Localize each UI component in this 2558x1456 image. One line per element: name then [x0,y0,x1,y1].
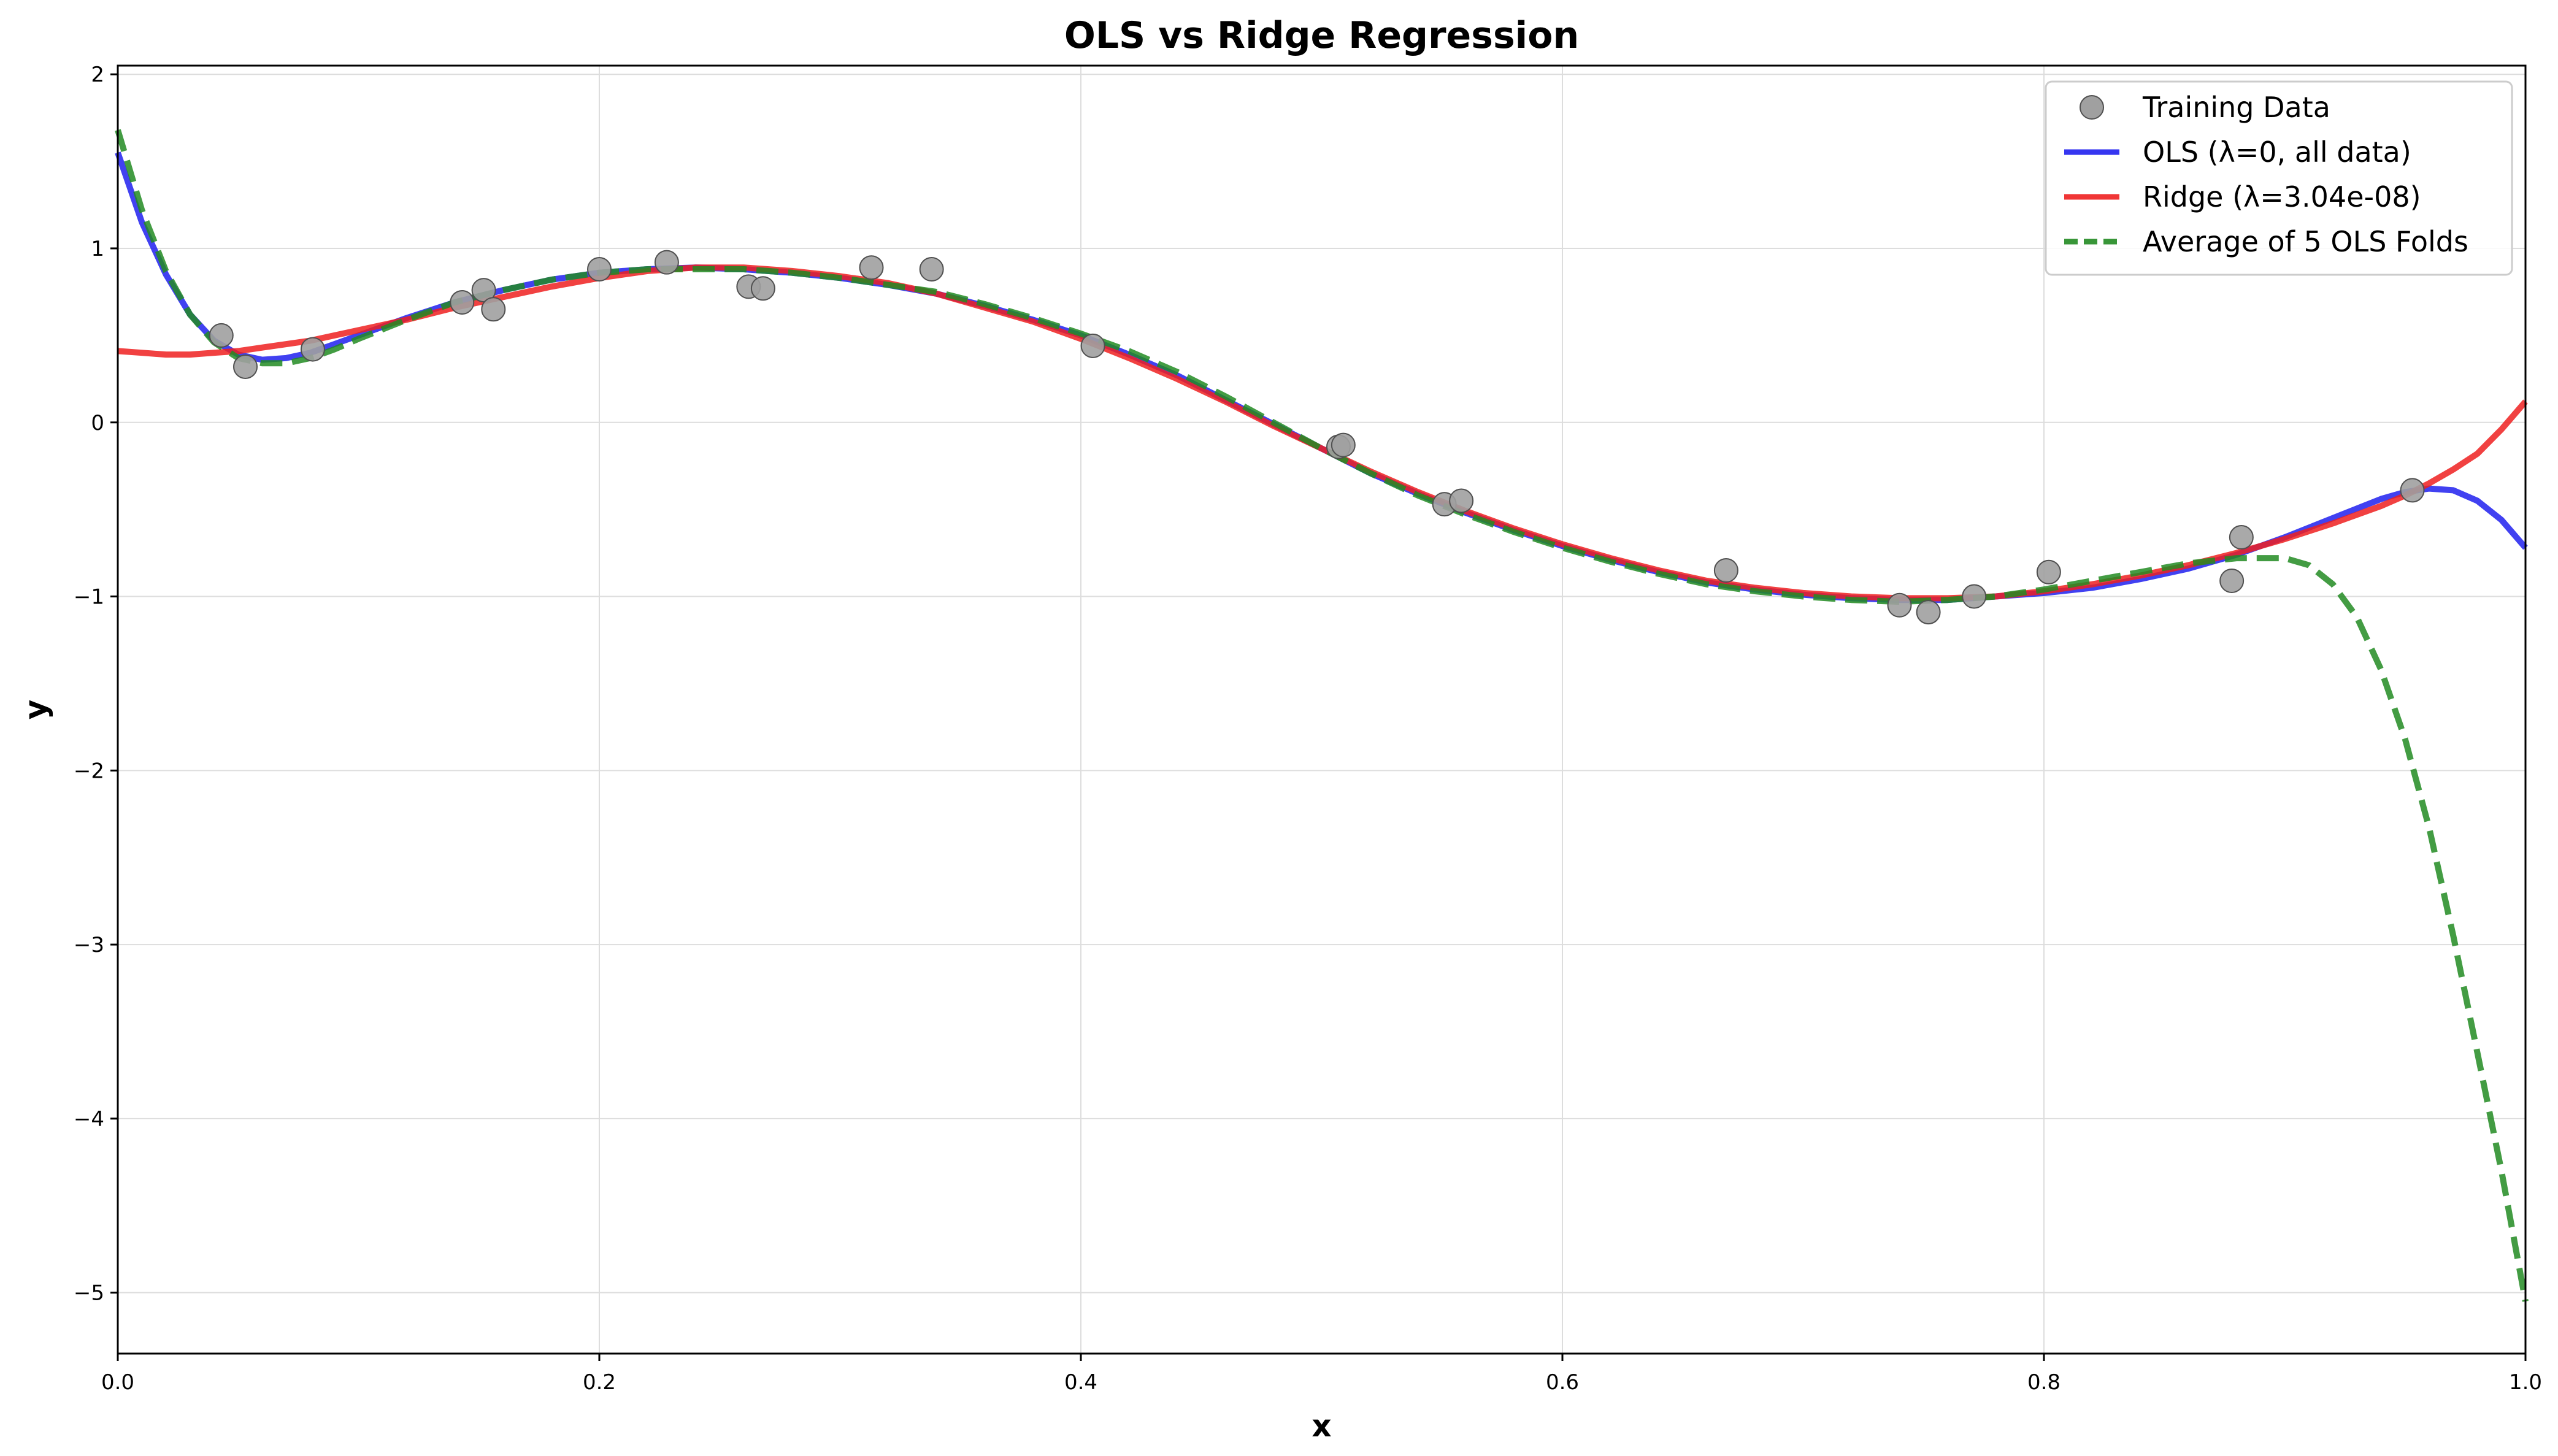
y-tick-label: −5 [74,1281,104,1306]
scatter-layer [209,250,2425,625]
x-tick-label: 0.6 [1546,1370,1579,1395]
legend: Training Data OLS (λ=0, all data) Ridge … [2045,80,2513,276]
data-point [859,255,884,280]
data-point [1962,584,1987,609]
data-point [2036,559,2061,584]
ticks-layer: 0.0 0.2 0.4 0.6 0.8 1.0 2 1 0 −1 −2 −3 −4 −5 [74,63,2542,1395]
y-tick-label: −1 [74,585,104,610]
series-line-fold-average [115,129,2529,1302]
y-tick-label: −4 [74,1107,104,1132]
x-tick-label: 0.4 [1064,1370,1097,1395]
data-point [587,257,612,282]
legend-label-fold-average: Average of 5 OLS Folds [2143,225,2468,258]
data-point [481,297,506,322]
legend-label-ridge: Ridge (λ=3.04e-08) [2143,180,2421,213]
x-axis-label: x [1312,1408,1331,1444]
plot-frame [117,64,2527,1355]
data-point [1080,333,1105,358]
data-point [233,354,258,379]
data-point [2229,525,2254,550]
y-tick-label: 0 [91,411,104,435]
legend-marker-training-data [2080,95,2104,120]
data-point [1916,600,1941,625]
y-tick-label: −3 [74,933,104,957]
x-tick-label: 0.0 [101,1370,134,1395]
data-point [209,323,234,348]
data-point [919,257,944,282]
data-point [1713,557,1738,583]
data-point [2400,478,2425,503]
y-tick-label: −2 [74,759,104,783]
legend-label-ols: OLS (λ=0, all data) [2143,136,2411,169]
y-tick-label: 1 [91,237,104,261]
x-tick-label: 1.0 [2509,1370,2542,1395]
data-point [750,276,775,301]
data-point [2219,569,2245,593]
data-point [450,289,475,315]
series-layer [115,129,2529,1302]
legend-label-training-data: Training Data [2142,91,2330,124]
data-point [1887,592,1912,618]
data-point [300,337,325,362]
y-axis-label: y [18,700,53,720]
legend-box [2045,80,2513,276]
x-tick-label: 0.2 [583,1370,616,1395]
x-tick-label: 0.8 [2027,1370,2061,1395]
data-point [1331,432,1356,458]
y-tick-label: 2 [91,63,104,87]
chart-title: OLS vs Ridge Regression [1064,14,1579,57]
grid-layer [117,66,2526,1354]
data-point [654,250,679,275]
data-point [1449,488,1474,513]
